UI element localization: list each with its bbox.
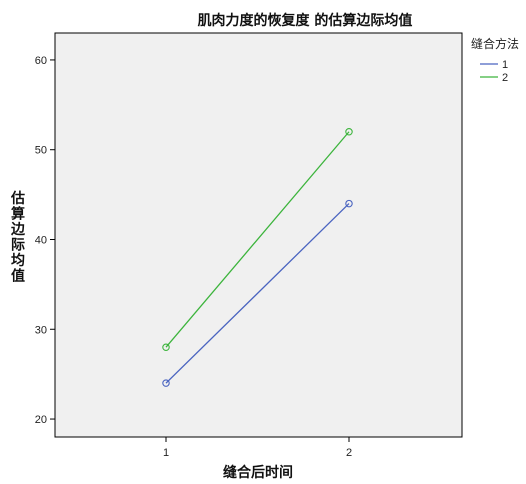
x-tick-label: 1 <box>163 447 169 459</box>
y-tick-label: 40 <box>35 234 47 246</box>
x-axis-label: 缝合后时间 <box>223 464 293 481</box>
chart-title: 肌肉力度的恢复度 的估算边际均值 <box>198 12 413 29</box>
data-point <box>345 128 353 136</box>
y-tick-label: 50 <box>35 145 47 157</box>
y-axis-label-char: 边 <box>10 222 26 238</box>
y-tick-label: 60 <box>35 55 47 67</box>
series-layer <box>162 128 353 387</box>
legend: 缝合方法 12 <box>471 36 519 84</box>
y-axis-label-char: 值 <box>11 268 25 285</box>
legend-label: 2 <box>502 72 508 84</box>
y-tick-label: 20 <box>35 414 47 426</box>
y-axis-label: 估算边际均值 <box>10 190 26 285</box>
y-axis: 20 30 40 50 60 <box>35 55 55 426</box>
data-point <box>162 343 170 351</box>
y-tick-label: 30 <box>35 324 47 336</box>
legend-label: 1 <box>502 59 508 71</box>
y-axis-label-char: 均 <box>11 252 25 269</box>
y-axis-label-char: 估 <box>10 190 25 207</box>
y-axis-label-char: 际 <box>11 238 25 254</box>
series-line-1 <box>165 203 350 384</box>
legend-title: 缝合方法 <box>471 36 519 51</box>
plot-area <box>54 32 463 438</box>
data-point <box>162 379 170 387</box>
data-point <box>345 199 353 208</box>
x-tick-label: 2 <box>346 447 352 459</box>
y-axis-label-char: 算 <box>11 206 25 223</box>
series-line-2 <box>165 131 350 348</box>
